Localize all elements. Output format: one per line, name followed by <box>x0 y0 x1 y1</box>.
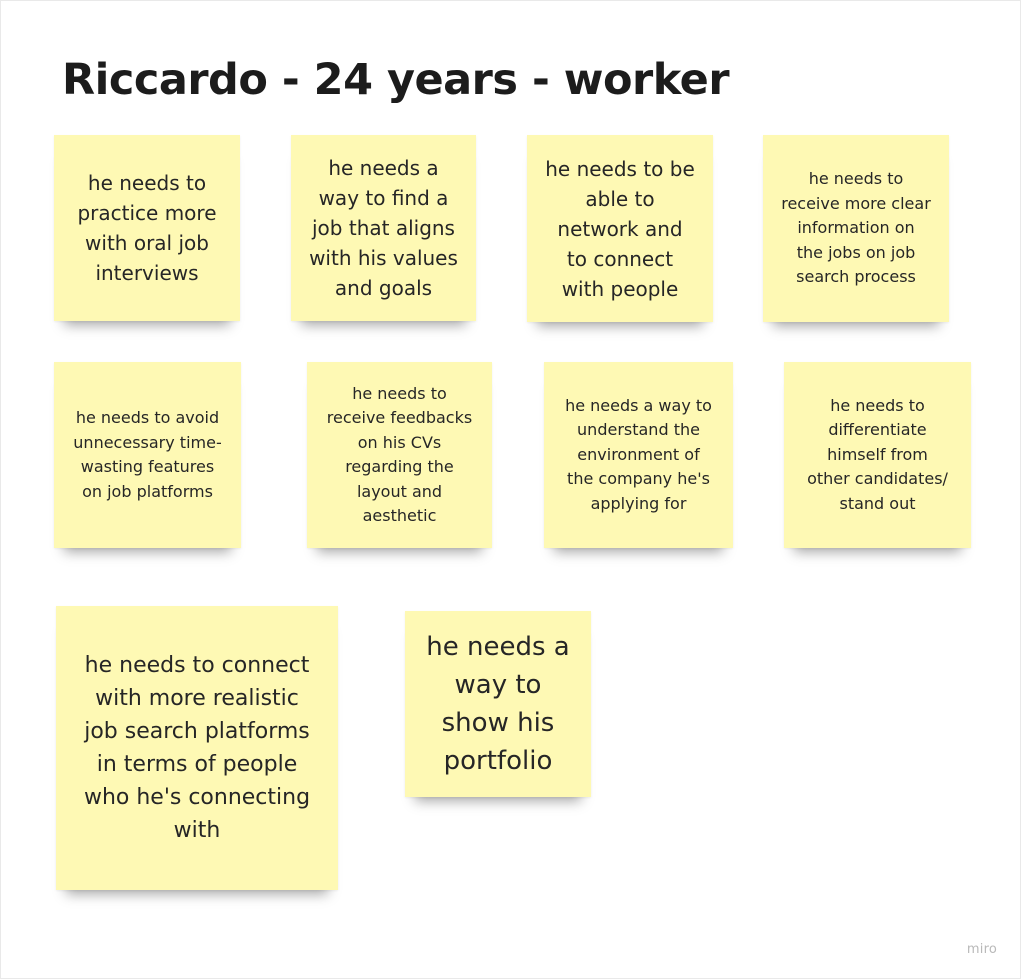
sticky-note[interactable]: he needs to be able to network and to co… <box>527 135 713 322</box>
sticky-note[interactable]: he needs to differentiate himself from o… <box>784 362 971 548</box>
miro-watermark: miro <box>966 942 997 957</box>
sticky-note-text: he needs to connect with more realistic … <box>83 653 311 843</box>
sticky-note[interactable]: he needs to receive more clear informati… <box>763 135 949 322</box>
sticky-note[interactable]: he needs to practice more with oral job … <box>54 135 240 321</box>
sticky-note[interactable]: he needs to connect with more realistic … <box>56 606 338 890</box>
sticky-note[interactable]: he needs to receive feedbacks on his CVs… <box>307 362 492 548</box>
sticky-note-text: he needs a way to show his portfolio <box>426 632 570 776</box>
sticky-note-text: he needs to differentiate himself from o… <box>807 395 948 513</box>
sticky-note-text: he needs to receive more clear informati… <box>781 169 931 287</box>
sticky-note-text: he needs a way to understand the environ… <box>565 395 712 513</box>
sticky-note-text: he needs to receive feedbacks on his CVs… <box>326 383 473 526</box>
sticky-note-text: he needs to be able to network and to co… <box>545 156 695 301</box>
sticky-note-text: he needs to avoid unnecessary time- wast… <box>73 408 222 501</box>
sticky-note[interactable]: he needs a way to understand the environ… <box>544 362 733 548</box>
board-title[interactable]: Riccardo - 24 years - worker <box>62 55 730 105</box>
sticky-note-text: he needs a way to find a job that aligns… <box>309 156 458 300</box>
sticky-note[interactable]: he needs to avoid unnecessary time- wast… <box>54 362 241 548</box>
sticky-note[interactable]: he needs a way to show his portfolio <box>405 611 591 797</box>
sticky-note-text: he needs to practice more with oral job … <box>77 171 217 285</box>
sticky-note[interactable]: he needs a way to find a job that aligns… <box>291 135 476 321</box>
